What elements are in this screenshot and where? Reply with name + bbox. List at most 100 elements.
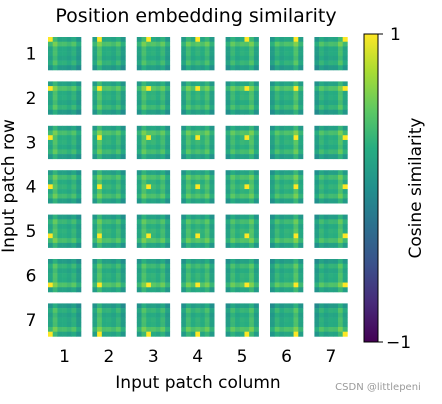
- heatmap-cell: [328, 312, 334, 318]
- heatmap-cell: [195, 259, 201, 265]
- heatmap-cell: [57, 303, 63, 309]
- heatmap-cell: [115, 174, 121, 180]
- heatmap-cell: [253, 184, 259, 190]
- heatmap-cell: [274, 95, 280, 101]
- heatmap-cell: [190, 259, 196, 265]
- heatmap-cell: [136, 238, 142, 244]
- heatmap-cell: [146, 125, 152, 131]
- heatmap-cell: [190, 219, 196, 225]
- heatmap-cell: [230, 193, 236, 199]
- heatmap-cell: [155, 322, 161, 328]
- heatmap-cell: [146, 268, 152, 274]
- heatmap-cell: [314, 322, 320, 328]
- heatmap-cell: [244, 95, 250, 101]
- heatmap-cell: [150, 144, 156, 150]
- heatmap-cell: [106, 282, 112, 288]
- heatmap-cell: [190, 154, 196, 160]
- heatmap-cell: [244, 282, 250, 288]
- heatmap-cell: [97, 86, 103, 92]
- heatmap-cell: [190, 100, 196, 106]
- heatmap-cell: [195, 86, 201, 92]
- heatmap-cell: [165, 219, 171, 225]
- heatmap-cell: [101, 287, 107, 293]
- heatmap-cell: [92, 287, 98, 293]
- heatmap-cell: [92, 139, 98, 145]
- heatmap-cell: [204, 90, 210, 96]
- heatmap-cell: [76, 224, 82, 230]
- heatmap-cell: [230, 37, 236, 43]
- heatmap-cell: [185, 170, 191, 176]
- heatmap-cell: [293, 90, 299, 96]
- heatmap-cell: [115, 154, 121, 160]
- heatmap-cell: [253, 322, 259, 328]
- heatmap-cell: [141, 242, 147, 248]
- heatmap-cell: [195, 326, 201, 332]
- heatmap-cell: [204, 263, 210, 269]
- heatmap-cell: [185, 139, 191, 145]
- heatmap-cell: [314, 60, 320, 66]
- heatmap-cell: [66, 308, 72, 314]
- heatmap-cell: [274, 51, 280, 57]
- heatmap-cell: [323, 55, 329, 61]
- heatmap-cell: [209, 154, 215, 160]
- heatmap-cell: [293, 174, 299, 180]
- heatmap-cell: [204, 219, 210, 225]
- similarity-tile: [314, 259, 348, 293]
- heatmap-cell: [136, 312, 142, 318]
- heatmap-cell: [146, 308, 152, 314]
- heatmap-cell: [66, 81, 72, 87]
- heatmap-cell: [92, 154, 98, 160]
- heatmap-cell: [323, 125, 329, 131]
- heatmap-cell: [97, 303, 103, 309]
- heatmap-cell: [136, 317, 142, 323]
- heatmap-cell: [225, 228, 231, 234]
- heatmap-cell: [181, 277, 187, 283]
- heatmap-cell: [52, 331, 58, 337]
- heatmap-cell: [288, 95, 294, 101]
- heatmap-cell: [48, 51, 54, 57]
- heatmap-cell: [337, 86, 343, 92]
- heatmap-cell: [323, 170, 329, 176]
- heatmap-cell: [293, 81, 299, 87]
- heatmap-cell: [204, 224, 210, 230]
- heatmap-cell: [342, 282, 348, 288]
- heatmap-cell: [279, 198, 285, 204]
- heatmap-cell: [209, 303, 215, 309]
- heatmap-cell: [62, 189, 68, 195]
- heatmap-cell: [225, 268, 231, 274]
- similarity-tile: [48, 170, 82, 204]
- heatmap-cell: [181, 259, 187, 265]
- heatmap-cell: [155, 65, 161, 71]
- heatmap-cell: [209, 263, 215, 269]
- heatmap-cell: [141, 174, 147, 180]
- heatmap-cell: [209, 135, 215, 141]
- heatmap-cell: [120, 277, 126, 283]
- heatmap-cell: [52, 312, 58, 318]
- heatmap-cell: [319, 95, 325, 101]
- heatmap-cell: [181, 139, 187, 145]
- heatmap-cell: [48, 60, 54, 66]
- heatmap-cell: [146, 51, 152, 57]
- row-tick-label: 5: [26, 222, 37, 242]
- heatmap-cell: [97, 55, 103, 61]
- heatmap-cell: [274, 90, 280, 96]
- heatmap-cell: [225, 149, 231, 155]
- heatmap-cell: [319, 312, 325, 318]
- heatmap-cell: [244, 326, 250, 332]
- heatmap-cell: [209, 95, 215, 101]
- heatmap-cell: [209, 179, 215, 185]
- row-tick-label: 6: [26, 267, 37, 287]
- heatmap-cell: [181, 179, 187, 185]
- heatmap-cell: [76, 90, 82, 96]
- similarity-tile: [225, 170, 259, 204]
- heatmap-cell: [71, 224, 77, 230]
- heatmap-cell: [136, 90, 142, 96]
- heatmap-cell: [52, 149, 58, 155]
- heatmap-cell: [48, 233, 54, 239]
- heatmap-cell: [253, 317, 259, 323]
- heatmap-cell: [323, 37, 329, 43]
- heatmap-cell: [298, 130, 304, 136]
- heatmap-cell: [319, 189, 325, 195]
- heatmap-cell: [71, 135, 77, 141]
- similarity-tile: [270, 303, 304, 337]
